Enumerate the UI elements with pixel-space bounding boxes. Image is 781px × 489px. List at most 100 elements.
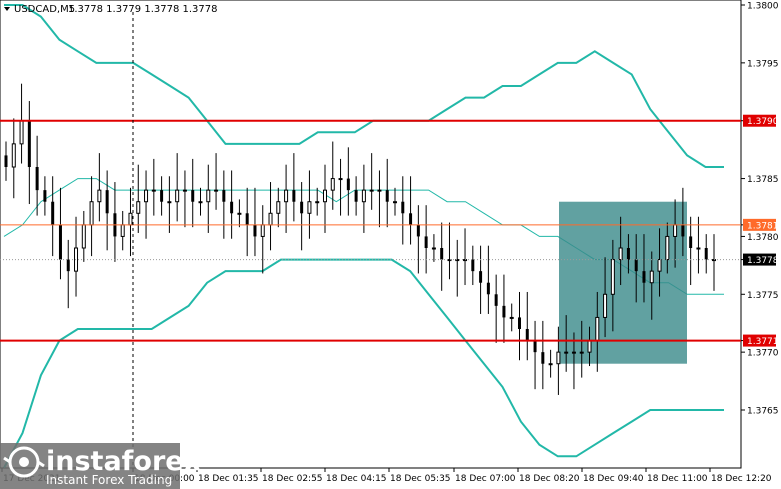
current-price-label: 1.3778	[747, 256, 779, 266]
candle	[43, 176, 47, 216]
x-tick-label: 18 Dec 02:55	[262, 474, 323, 484]
candle	[393, 187, 398, 216]
candle	[556, 326, 561, 395]
candle	[11, 118, 16, 199]
x-tick-label: 18 Dec 04:15	[326, 474, 387, 484]
watermark-brand: instaforex	[46, 446, 201, 477]
candle	[307, 170, 312, 239]
candle	[160, 176, 164, 216]
candle	[346, 147, 350, 216]
candle	[424, 205, 428, 274]
candle	[338, 158, 343, 216]
candle	[626, 234, 630, 274]
level-label: 1.3781	[747, 221, 779, 231]
candle	[175, 153, 180, 222]
y-tick-label: 1.3770	[747, 349, 779, 359]
candle	[284, 164, 289, 233]
level-label-bg	[743, 114, 776, 127]
candle	[681, 187, 685, 257]
current-price-label-bg	[743, 253, 776, 266]
highlight-box-layer	[559, 201, 687, 364]
y-tick-label: 1.3785	[747, 175, 779, 185]
candle	[214, 153, 219, 210]
candle	[276, 187, 281, 228]
candle	[322, 164, 327, 233]
candle	[105, 170, 109, 251]
level-label: 1.3771	[747, 337, 779, 347]
candle	[665, 222, 670, 274]
candle	[369, 153, 374, 210]
candle	[27, 101, 31, 205]
price-levels	[0, 119, 741, 342]
candle	[206, 164, 211, 233]
candle	[548, 349, 553, 378]
x-tick-label: 18 Dec 09:40	[583, 474, 644, 484]
candle	[440, 222, 444, 291]
band-upper	[4, 4, 724, 168]
candle	[222, 170, 226, 239]
candle	[603, 257, 608, 338]
band-lower	[3, 258, 724, 468]
candle	[564, 315, 569, 372]
candle	[657, 228, 662, 297]
x-tick-label: 18 Dec 12:20	[711, 474, 772, 484]
candle	[486, 245, 490, 314]
candle	[167, 176, 172, 233]
candle	[704, 234, 708, 274]
candle	[66, 239, 70, 309]
candle	[330, 141, 335, 210]
candle	[385, 158, 389, 228]
candle	[58, 187, 62, 280]
candle	[198, 187, 203, 216]
y-tick-label: 1.3775	[747, 291, 779, 301]
highlight-box	[559, 201, 687, 364]
candle	[509, 303, 514, 332]
candle	[479, 245, 483, 314]
candle	[253, 187, 257, 257]
watermark: instaforex Instant Forex Trading	[0, 443, 201, 489]
candle	[4, 141, 8, 181]
candle	[361, 164, 366, 233]
candle	[642, 234, 646, 303]
candle	[502, 274, 506, 343]
candle	[191, 158, 195, 228]
candle	[689, 216, 693, 286]
candle	[35, 135, 39, 216]
candle	[517, 291, 521, 361]
y-tick-label: 1.3795	[747, 59, 779, 69]
candle	[409, 176, 413, 245]
candle	[245, 187, 249, 257]
candle	[182, 170, 187, 228]
chart-ohlc: 1.3778 1.3779 1.3778 1.3778	[68, 4, 218, 15]
candle	[618, 216, 623, 286]
candle	[401, 176, 405, 245]
candle	[431, 234, 436, 262]
candle	[494, 274, 498, 343]
chart-symbol: USDCAD,M5	[14, 4, 75, 15]
level-label-bg	[743, 334, 776, 347]
y-tick-label: 1.3780	[747, 233, 779, 243]
candle	[533, 320, 537, 390]
candle	[51, 176, 55, 257]
candle	[292, 153, 296, 222]
candle	[377, 170, 382, 228]
x-tick-label: 18 Dec 01:35	[198, 474, 259, 484]
x-tick-label: 18 Dec 11:00	[647, 474, 708, 484]
candle	[151, 158, 156, 216]
level-label: 1.3790	[747, 117, 779, 127]
candle	[230, 170, 234, 239]
candles	[4, 83, 716, 395]
candle	[571, 332, 576, 390]
watermark-tagline: Instant Forex Trading	[46, 473, 172, 487]
candle	[97, 153, 102, 222]
candle	[634, 234, 638, 303]
x-tick-label: 18 Dec 08:20	[519, 474, 580, 484]
dropdown-triangle-icon[interactable]	[4, 7, 10, 11]
candle	[649, 251, 654, 320]
x-tick-label: 18 Dec 05:35	[390, 474, 451, 484]
candle	[144, 170, 149, 239]
candle	[136, 164, 141, 233]
y-tick-label: 1.3800	[747, 2, 779, 12]
level-label-bg	[743, 218, 776, 231]
